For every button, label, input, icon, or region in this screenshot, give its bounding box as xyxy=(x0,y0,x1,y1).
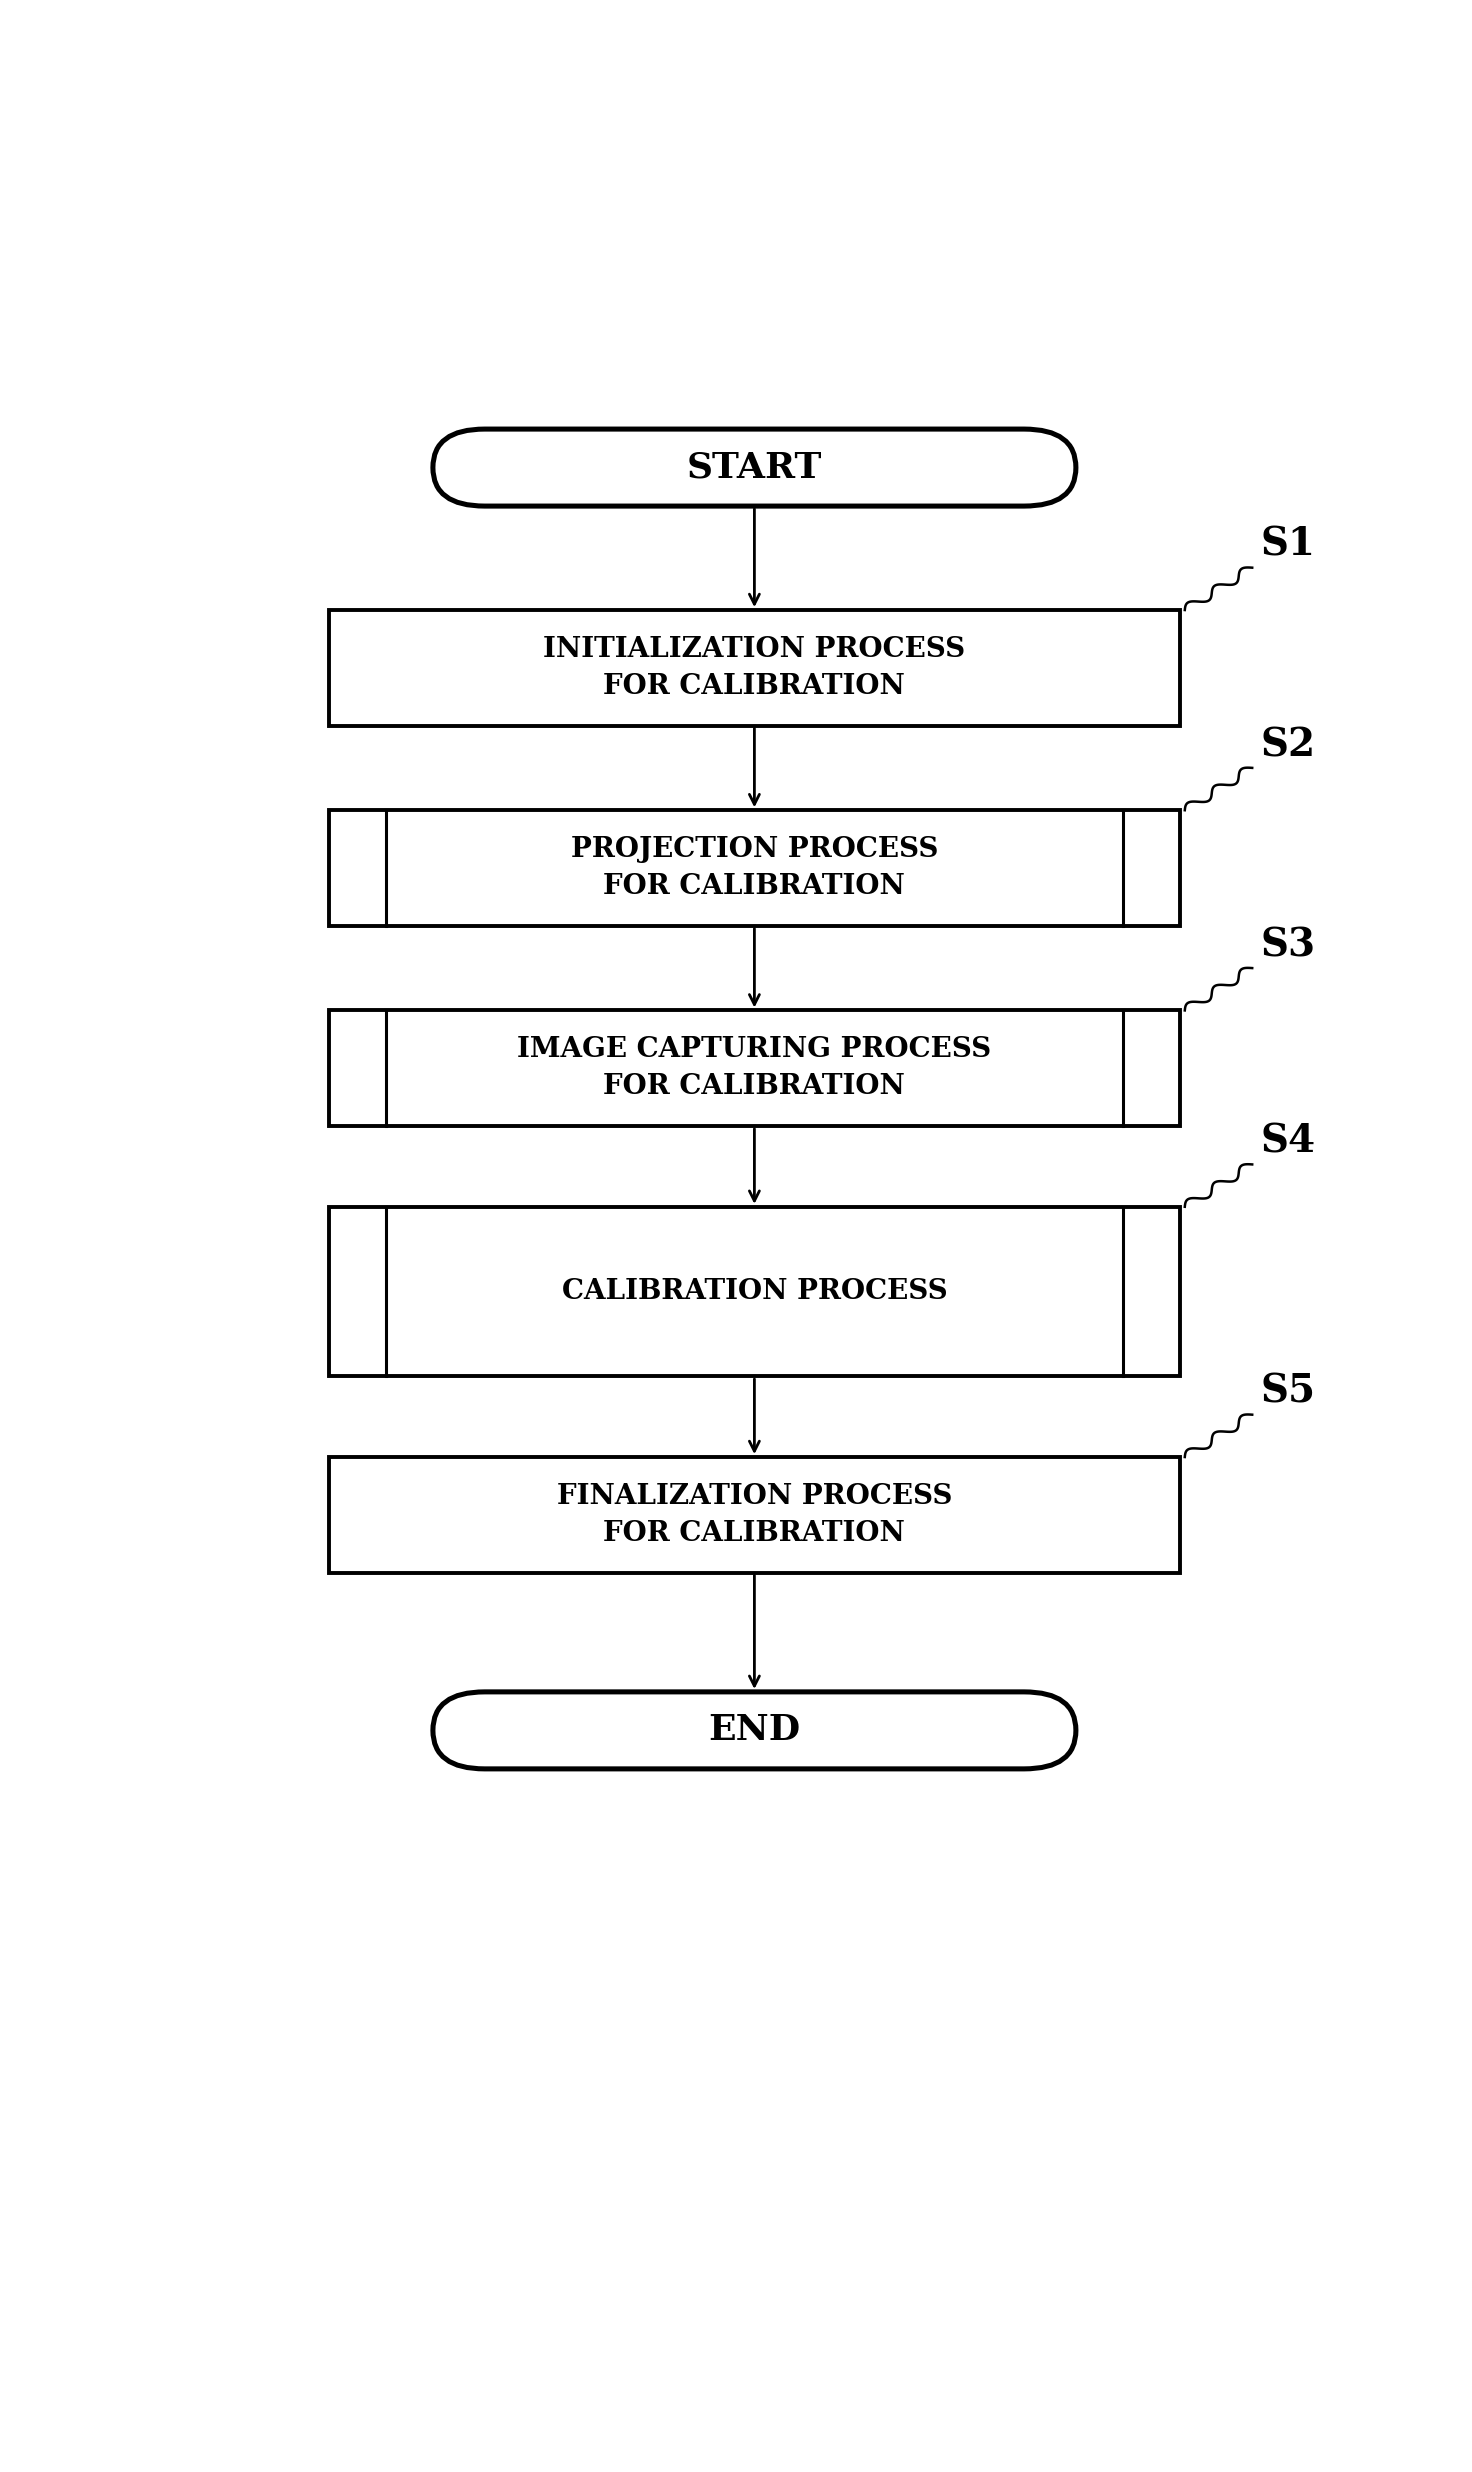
Text: PROJECTION PROCESS
FOR CALIBRATION: PROJECTION PROCESS FOR CALIBRATION xyxy=(571,836,938,900)
Bar xyxy=(330,1011,1179,1125)
Text: INITIALIZATION PROCESS
FOR CALIBRATION: INITIALIZATION PROCESS FOR CALIBRATION xyxy=(543,635,966,700)
Text: S3: S3 xyxy=(1260,927,1316,964)
FancyBboxPatch shape xyxy=(433,1691,1076,1770)
Text: S1: S1 xyxy=(1260,527,1316,564)
Text: IMAGE CAPTURING PROCESS
FOR CALIBRATION: IMAGE CAPTURING PROCESS FOR CALIBRATION xyxy=(517,1036,992,1100)
Bar xyxy=(330,1206,1179,1377)
Text: END: END xyxy=(708,1713,801,1748)
Bar xyxy=(330,811,1179,925)
Text: CALIBRATION PROCESS: CALIBRATION PROCESS xyxy=(562,1278,946,1305)
Bar xyxy=(330,611,1179,724)
Text: S4: S4 xyxy=(1260,1122,1316,1159)
Text: FINALIZATION PROCESS
FOR CALIBRATION: FINALIZATION PROCESS FOR CALIBRATION xyxy=(556,1483,952,1547)
Bar xyxy=(330,1456,1179,1572)
FancyBboxPatch shape xyxy=(433,430,1076,507)
Text: S5: S5 xyxy=(1260,1372,1316,1412)
Text: S2: S2 xyxy=(1260,727,1316,764)
Text: START: START xyxy=(687,450,821,485)
